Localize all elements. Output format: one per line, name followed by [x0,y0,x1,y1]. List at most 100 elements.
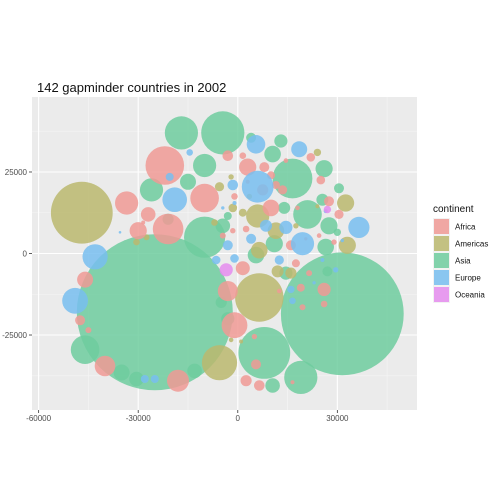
country-bubble [228,174,234,180]
country-bubble [193,153,217,178]
country-bubble [253,380,265,391]
x-tick-label: -30000 [126,414,151,423]
country-bubble [348,216,370,238]
country-bubble [164,116,198,150]
country-bubble [271,265,284,278]
country-bubble [259,162,270,173]
series-asia [70,111,404,394]
country-bubble [289,297,296,305]
country-bubble [323,205,332,214]
country-bubble [184,216,226,258]
country-bubble [217,281,238,301]
country-bubble [290,380,295,385]
country-bubble [113,364,130,381]
legend-label: Americas [455,240,488,249]
country-bubble [320,217,338,235]
country-bubble [291,259,300,268]
country-bubble [239,152,247,159]
country-bubble [334,209,344,219]
country-bubble [295,205,300,211]
country-bubble [50,181,113,244]
country-bubble [145,146,185,185]
country-bubble [283,158,289,163]
country-bubble [299,304,306,311]
y-tick-label: 25000 [5,168,28,177]
country-bubble [246,233,257,244]
country-bubble [317,238,335,256]
country-bubble [277,288,282,294]
country-bubble [313,148,322,157]
country-bubble [201,345,238,381]
country-bubble [75,315,86,326]
country-bubble [320,258,325,262]
country-bubble [291,141,308,158]
country-bubble [211,219,218,226]
legend-label: Europe [455,274,481,283]
country-bubble [239,339,244,344]
legend: continent Africa Americas Asia Europe Oceani… [433,204,488,303]
country-bubble [221,312,248,339]
country-bubble [333,267,339,273]
legend-title: continent [433,204,474,215]
country-bubble [306,270,313,277]
country-bubble [238,327,291,379]
country-bubble [187,363,202,379]
y-tick-label: 0 [23,250,28,259]
country-bubble [284,360,318,394]
series-americas [50,148,356,381]
country-bubble [315,204,320,209]
country-bubble [274,255,284,265]
country-bubble [70,335,100,365]
country-bubble [279,220,293,234]
country-bubble [118,231,122,234]
chart-title: 142 gapminder countries in 2002 [37,80,226,95]
country-bubble [251,333,258,340]
country-bubble [316,233,322,238]
legend-label: Asia [455,257,471,266]
country-bubble [285,267,297,279]
country-bubble [265,235,283,253]
country-bubble [230,254,239,263]
country-bubble [77,271,94,288]
country-bubble [223,212,232,220]
country-bubble [219,263,233,277]
country-bubble [241,170,274,203]
country-bubble [85,327,92,334]
country-bubble [271,181,280,189]
country-bubble [340,238,344,243]
x-tick-label: 30000 [326,414,349,423]
country-bubble [129,371,144,387]
country-bubble [260,219,272,232]
country-bubble [215,218,231,234]
country-bubble [232,201,237,205]
country-bubble [240,375,252,387]
country-bubble [222,240,233,251]
legend-label: Africa [455,223,476,232]
country-bubble [219,232,226,239]
country-bubble [231,193,238,200]
country-bubble [296,283,305,292]
country-bubble [238,208,247,217]
country-bubble [250,241,268,259]
country-bubble [230,228,236,234]
country-bubble [287,285,295,294]
country-bubble [322,266,333,277]
series-africa [75,146,344,392]
country-bubble [82,244,108,270]
country-bubble [141,220,146,225]
legend-swatch [434,219,449,234]
country-bubble [94,355,116,377]
country-bubble [129,222,147,240]
country-bubble [324,196,334,207]
country-bubble [316,175,326,185]
country-bubble [239,158,257,176]
country-bubble [334,183,344,194]
country-bubble [190,183,219,213]
country-bubble [278,201,291,214]
country-bubble [235,273,284,322]
country-bubble [264,145,281,163]
legend-swatch [434,287,449,302]
country-bubble [246,135,266,154]
country-bubble [228,203,238,213]
